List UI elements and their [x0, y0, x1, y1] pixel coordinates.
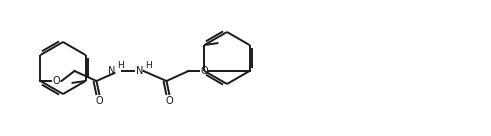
Text: H: H: [145, 61, 152, 70]
Text: N: N: [136, 66, 143, 76]
Text: O: O: [53, 76, 60, 86]
Text: O: O: [165, 96, 173, 106]
Text: H: H: [117, 61, 124, 70]
Text: O: O: [96, 96, 103, 106]
Text: O: O: [201, 66, 208, 76]
Text: N: N: [108, 66, 115, 76]
